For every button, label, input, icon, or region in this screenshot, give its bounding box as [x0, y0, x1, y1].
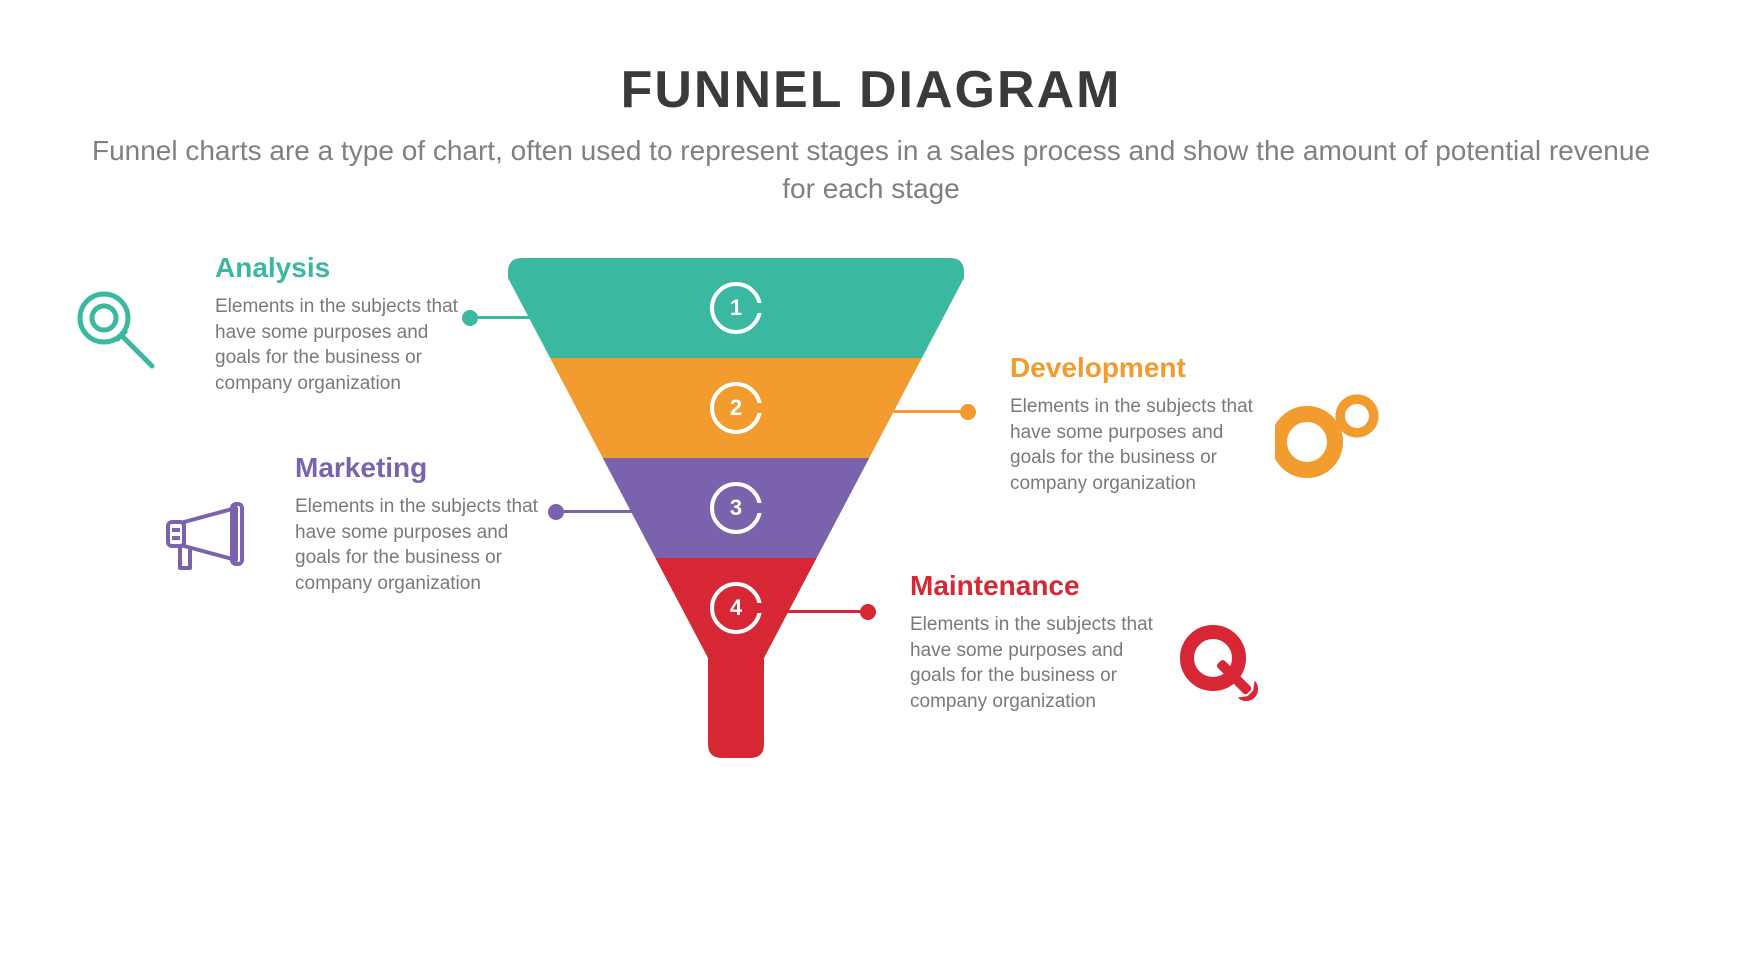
callout-marketing: Marketing Elements in the subjects that … — [295, 452, 555, 597]
callout-body-marketing: Elements in the subjects that have some … — [295, 494, 555, 597]
callout-body-analysis: Elements in the subjects that have some … — [215, 294, 475, 397]
funnel-number-3: 3 — [710, 482, 762, 534]
connector-marketing — [562, 510, 650, 513]
callout-maintenance: Maintenance Elements in the subjects tha… — [910, 570, 1170, 715]
funnel: 1 2 3 4 — [508, 258, 964, 758]
magnifier-icon — [70, 284, 160, 379]
callout-body-development: Elements in the subjects that have some … — [1010, 394, 1270, 497]
funnel-number-1: 1 — [710, 282, 762, 334]
connector-analysis — [476, 316, 560, 319]
callout-development: Development Elements in the subjects tha… — [1010, 352, 1270, 497]
megaphone-icon — [150, 498, 250, 583]
callout-analysis: Analysis Elements in the subjects that h… — [215, 252, 475, 397]
callout-title-marketing: Marketing — [295, 452, 555, 484]
callout-body-maintenance: Elements in the subjects that have some … — [910, 612, 1170, 715]
funnel-infographic: FUNNEL DIAGRAM Funnel charts are a type … — [0, 0, 1742, 980]
funnel-number-4: 4 — [710, 582, 762, 634]
callout-title-analysis: Analysis — [215, 252, 475, 284]
connector-maintenance — [776, 610, 868, 613]
connector-dot-development — [960, 404, 976, 420]
page-title: FUNNEL DIAGRAM — [0, 60, 1742, 120]
page-subtitle: Funnel charts are a type of chart, often… — [90, 132, 1652, 208]
callout-title-development: Development — [1010, 352, 1270, 384]
gear-wrench-icon — [1175, 618, 1265, 713]
connector-dot-maintenance — [860, 604, 876, 620]
connector-development — [864, 410, 968, 413]
callout-title-maintenance: Maintenance — [910, 570, 1170, 602]
gears-icon — [1275, 390, 1385, 485]
funnel-number-2: 2 — [710, 382, 762, 434]
